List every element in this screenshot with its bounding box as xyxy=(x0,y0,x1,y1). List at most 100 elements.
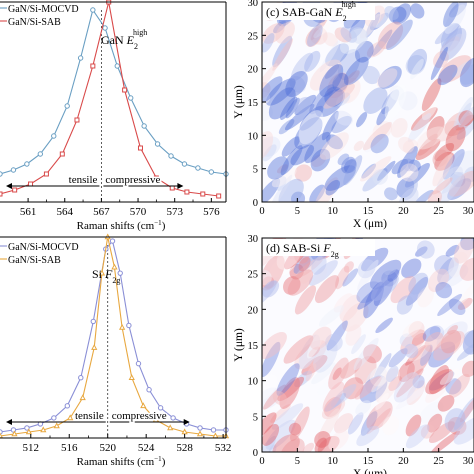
heatmap-blob xyxy=(363,281,385,319)
heatmap-blob xyxy=(426,115,445,141)
heatmap-blob xyxy=(319,39,341,73)
heatmap-blob xyxy=(265,419,296,450)
x-tick-label: 573 xyxy=(166,206,183,218)
legend-entry: GaN/Si-MOCVD xyxy=(8,242,79,253)
tensile-label: tensile xyxy=(75,410,104,422)
heatmap-blob xyxy=(433,330,465,361)
data-point xyxy=(137,145,143,151)
data-point xyxy=(169,185,175,191)
data-point xyxy=(128,374,135,380)
heatmap-blob xyxy=(343,377,364,400)
heatmap-blob xyxy=(294,117,323,150)
heatmap-blob xyxy=(377,160,396,181)
heatmap-blob xyxy=(387,269,400,282)
heatmap-blob xyxy=(377,21,404,50)
heatmap-blob xyxy=(348,16,366,39)
heatmap-blob xyxy=(428,365,450,395)
heatmap-blob xyxy=(298,110,324,145)
y-tick-label: 30 xyxy=(248,234,259,245)
heatmap-blob xyxy=(439,27,467,61)
heatmap-blob xyxy=(432,154,453,187)
heatmap-blob xyxy=(463,330,474,348)
heatmap-blob xyxy=(298,256,311,272)
heatmap-blob xyxy=(460,395,474,423)
y-tick-label: 30 xyxy=(248,0,259,9)
heatmap-blob xyxy=(361,163,377,179)
tensile-arrowhead xyxy=(6,183,12,189)
data-point xyxy=(12,187,18,193)
heatmap-blob xyxy=(294,94,317,116)
heatmap-blob xyxy=(335,92,351,107)
heatmap-blob xyxy=(429,325,445,340)
y-tick-label: 0 xyxy=(253,448,258,459)
heatmap-blob xyxy=(325,90,343,109)
heatmap-blob xyxy=(309,326,332,350)
x-axis-title-sup: −1 xyxy=(154,219,162,227)
heatmap-blob xyxy=(363,344,382,364)
data-point xyxy=(64,403,71,409)
heatmap-blob xyxy=(360,156,392,182)
heatmap-blob xyxy=(449,171,466,188)
data-point xyxy=(146,387,152,393)
heatmap-blob xyxy=(457,297,473,310)
heatmap-blob xyxy=(310,148,331,172)
x-tick-label: 570 xyxy=(130,206,147,218)
heatmap-blob xyxy=(447,178,472,201)
heatmap-blob xyxy=(443,23,459,53)
data-point xyxy=(114,63,120,69)
y-tick-label: 15 xyxy=(248,98,259,109)
heatmap-blob xyxy=(402,139,419,155)
heatmap-blob xyxy=(313,23,331,38)
heatmap-blob xyxy=(425,369,454,395)
heatmap-blob xyxy=(341,302,369,332)
data-point xyxy=(170,415,176,421)
heatmap-blob xyxy=(272,35,293,68)
heatmap-blob xyxy=(343,56,369,86)
x-tick-label: 520 xyxy=(99,442,116,454)
heatmap-blob xyxy=(285,70,308,98)
heatmap-blob xyxy=(332,73,349,93)
heatmap-blob xyxy=(453,397,474,430)
heatmap-blob xyxy=(353,140,364,152)
heatmap-blob xyxy=(333,293,353,313)
heatmap-blob xyxy=(314,437,327,452)
y-tick-label: 10 xyxy=(248,377,259,388)
peak-annotation-italic: F xyxy=(104,267,113,281)
heatmap-blob xyxy=(299,272,312,284)
heatmap-blob xyxy=(276,164,289,174)
heatmap-blob xyxy=(366,401,393,431)
heatmap-blob xyxy=(355,400,372,416)
heatmap-blob xyxy=(304,131,331,164)
heatmap-blob xyxy=(395,387,426,410)
series-line-1 xyxy=(0,236,226,437)
heatmap-blob xyxy=(359,375,388,404)
heatmap-blob xyxy=(343,261,354,273)
heatmap-blob xyxy=(434,254,455,275)
heatmap-blob xyxy=(289,263,304,280)
data-point xyxy=(0,432,4,439)
x-tick-label: 532 xyxy=(215,442,232,454)
compressive-label: compressive xyxy=(105,174,160,186)
heatmap-blob xyxy=(427,413,443,433)
heatmap-blob xyxy=(369,12,389,31)
heatmap-blob xyxy=(332,367,342,380)
heatmap-blob xyxy=(400,163,419,182)
heatmap-blob xyxy=(440,329,462,354)
x-tick-label: 15 xyxy=(363,456,374,467)
heatmap-blob xyxy=(323,83,356,109)
data-point xyxy=(167,424,174,431)
panel-title: (c) SAB-GaN E2 high xyxy=(266,0,356,23)
heatmap-blob xyxy=(262,280,280,298)
heatmap-blob xyxy=(378,65,402,89)
heatmap-blob xyxy=(308,260,338,286)
heatmap-blob xyxy=(309,84,335,115)
heatmap-blob xyxy=(330,384,357,408)
heatmap-blob xyxy=(272,38,294,71)
data-point xyxy=(51,415,57,421)
heatmap-blob xyxy=(442,148,465,180)
heatmap-blob xyxy=(374,353,392,379)
heatmap-blob xyxy=(408,342,431,361)
panel-title-italic: E xyxy=(334,5,343,19)
heatmap-blob xyxy=(420,344,433,366)
heatmap-blob xyxy=(440,40,461,59)
